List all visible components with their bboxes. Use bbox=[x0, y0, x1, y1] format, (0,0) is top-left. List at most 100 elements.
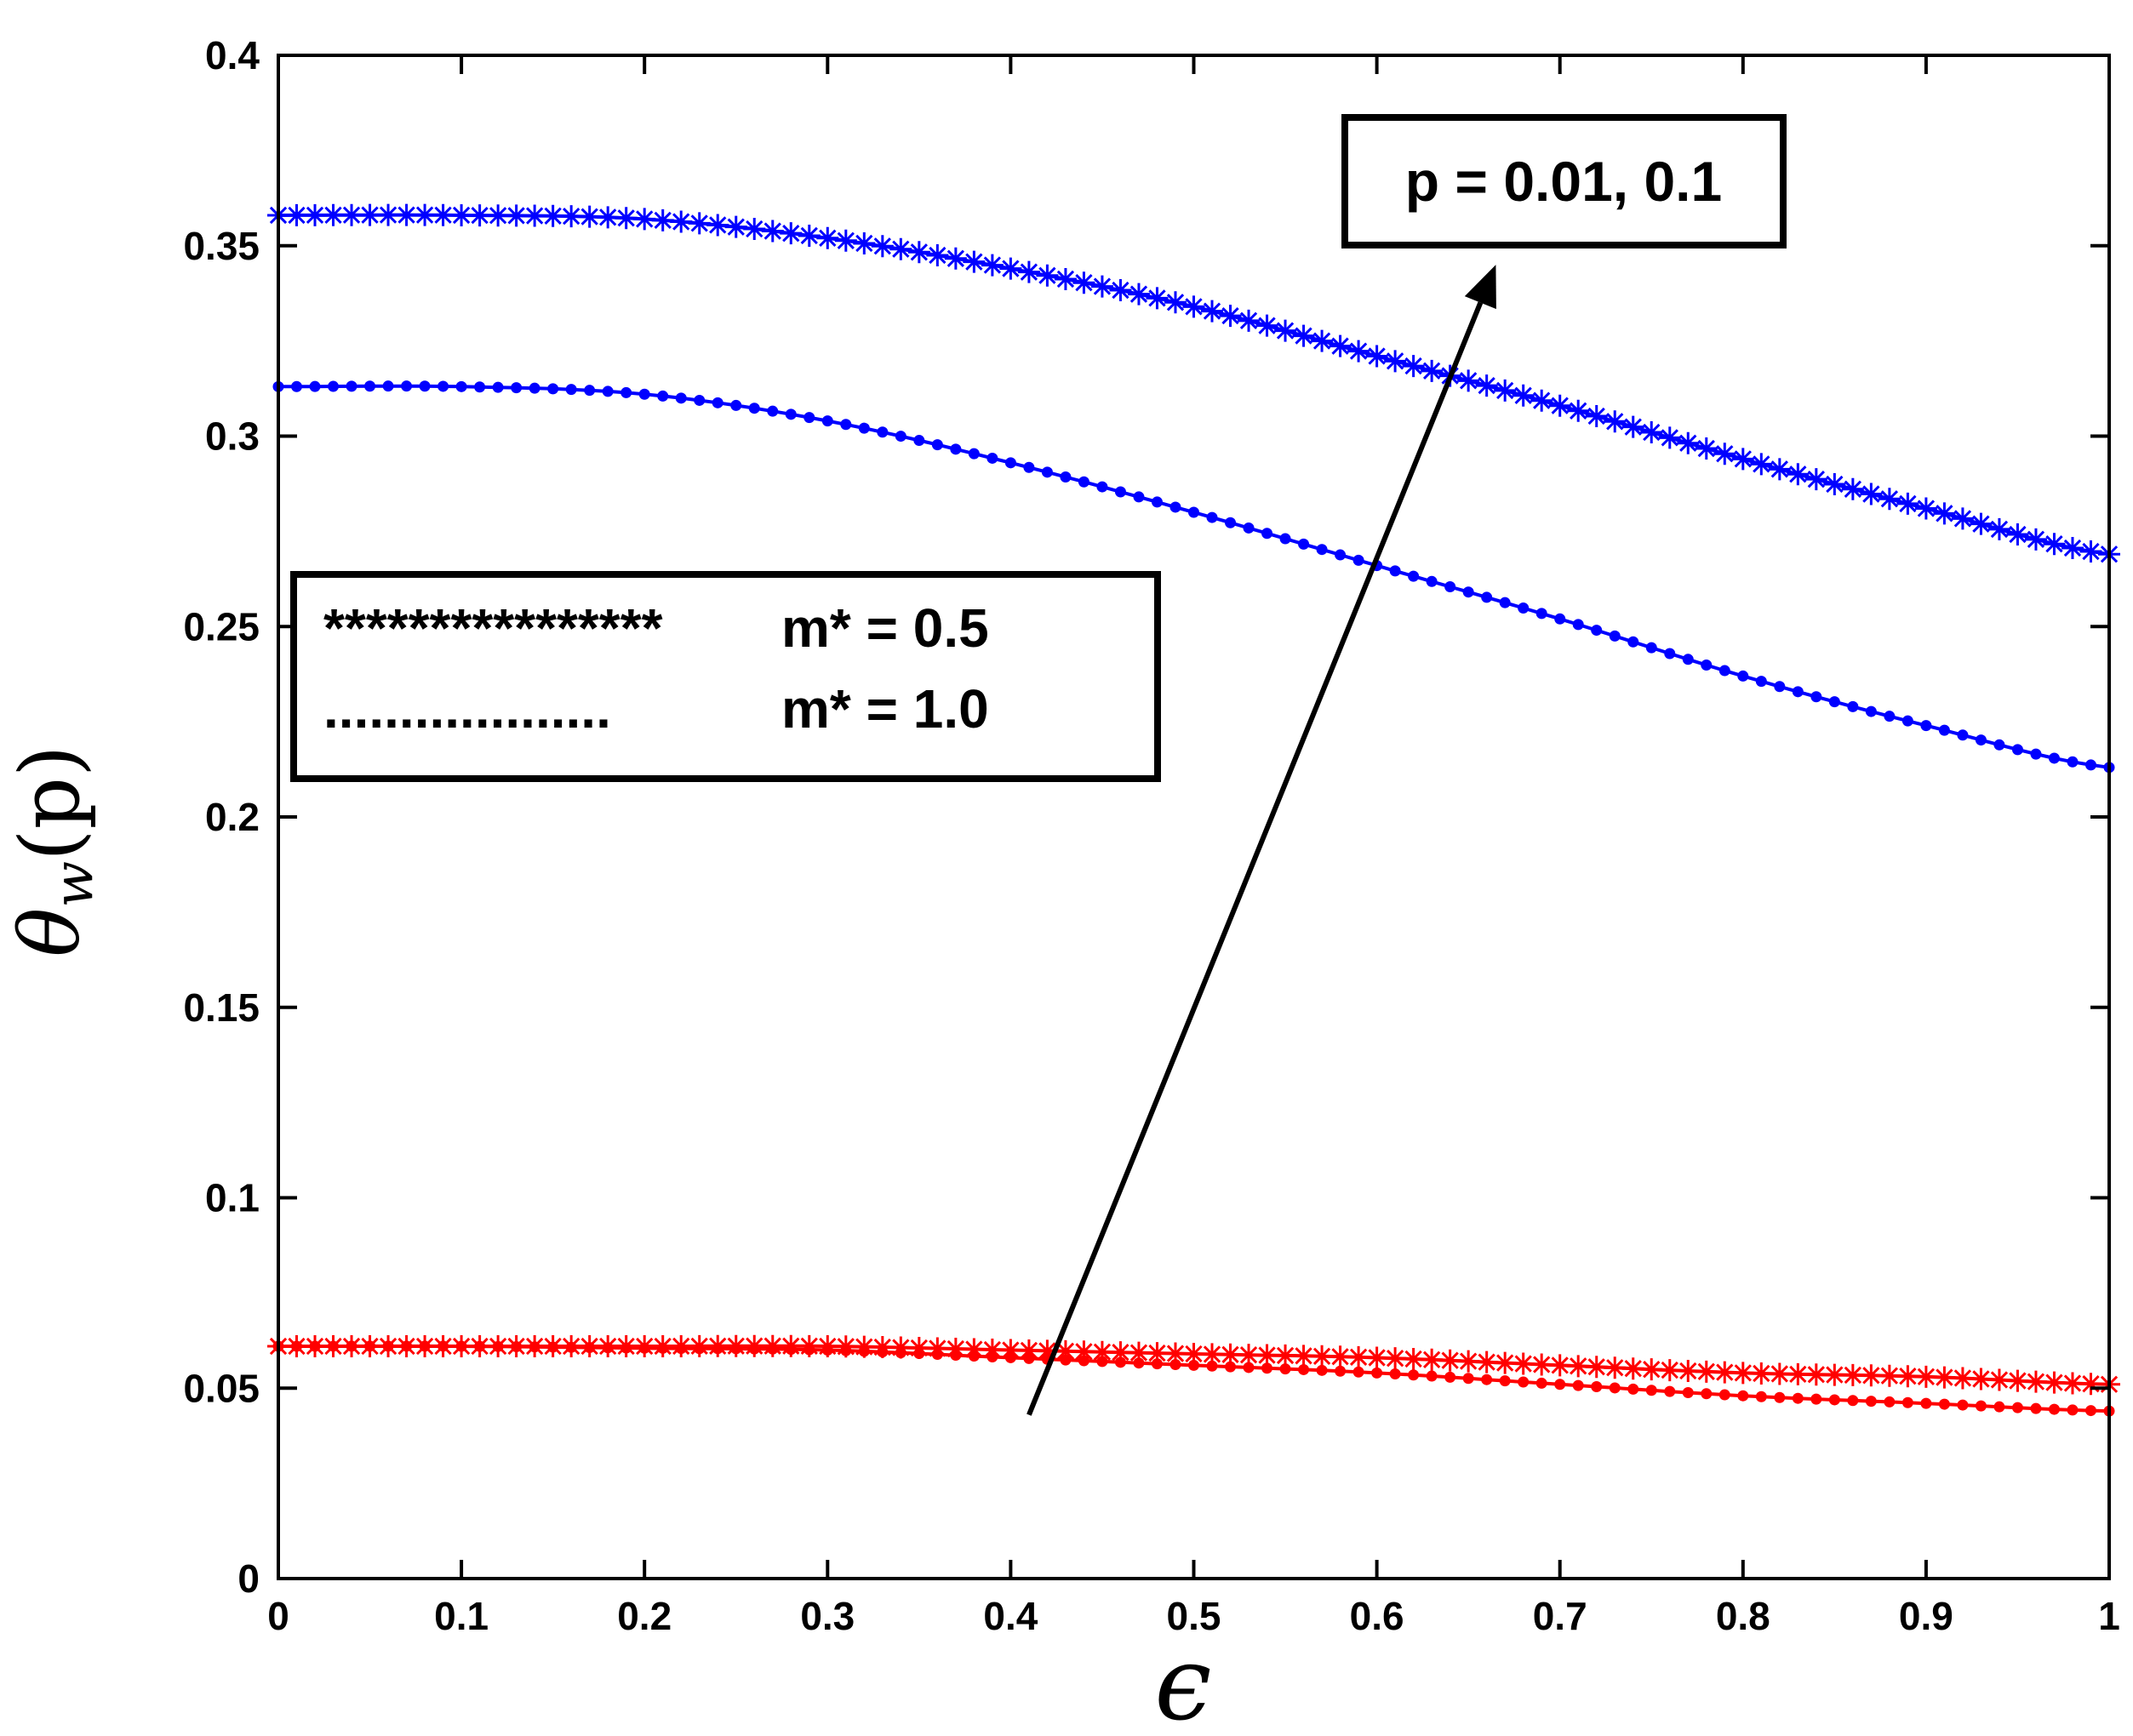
series-marker-star bbox=[340, 203, 363, 226]
series-marker-dot bbox=[1444, 580, 1456, 592]
y-axis-title-subscript: w bbox=[43, 861, 106, 908]
series-marker-dot bbox=[1901, 715, 1913, 727]
legend-box bbox=[290, 571, 1161, 782]
series-marker-dot bbox=[382, 380, 394, 392]
series-marker-dot bbox=[1279, 1363, 1291, 1375]
annotation-arrow-head bbox=[1464, 265, 1496, 310]
series-marker-dot bbox=[401, 380, 413, 392]
series-marker-star bbox=[981, 254, 1004, 277]
series-marker-star bbox=[1823, 1363, 1846, 1386]
series-marker-dot bbox=[2030, 748, 2042, 760]
series-marker-star bbox=[450, 203, 473, 226]
series-marker-dot bbox=[1664, 648, 1676, 660]
series-marker-star bbox=[1548, 1354, 1571, 1377]
series-marker-dot bbox=[1188, 1359, 1199, 1371]
series-marker-dot bbox=[1316, 1364, 1328, 1376]
series-marker-dot bbox=[328, 1340, 340, 1352]
series-marker-star bbox=[1713, 1361, 1736, 1384]
series-marker-dot bbox=[1572, 619, 1584, 631]
y-tick-label: 0.3 bbox=[205, 414, 260, 459]
series-marker-star bbox=[1841, 477, 1864, 500]
series-marker-dot bbox=[291, 1340, 303, 1352]
series-marker-dot bbox=[657, 1342, 669, 1354]
annotation-arrow-line bbox=[1026, 301, 1484, 1416]
series-marker-star bbox=[1896, 1365, 1919, 1388]
series-marker-dot bbox=[821, 1345, 833, 1356]
series-marker-star bbox=[1530, 1353, 1553, 1376]
series-marker-star bbox=[1970, 512, 1993, 535]
series-marker-dot bbox=[1920, 720, 1932, 732]
series-marker-star bbox=[1127, 283, 1150, 306]
series-marker-dot bbox=[1920, 1397, 1932, 1409]
x-tick-label: 0.3 bbox=[800, 1594, 855, 1638]
series-marker-dot bbox=[840, 1345, 852, 1356]
series-marker-star bbox=[1421, 359, 1444, 382]
legend-label-m05: m* = 0.5 bbox=[781, 597, 989, 659]
series-marker-star bbox=[1823, 472, 1846, 495]
series-marker-dot bbox=[328, 380, 340, 392]
series-marker-star bbox=[1860, 1364, 1883, 1387]
series-marker-dot bbox=[730, 399, 742, 411]
series-marker-dot bbox=[1426, 1370, 1438, 1382]
series-marker-star bbox=[1914, 497, 1937, 520]
series-marker-dot bbox=[419, 380, 431, 392]
y-tick-label: 0.35 bbox=[183, 224, 260, 268]
series-marker-star bbox=[1182, 1342, 1205, 1365]
series-marker-star bbox=[1567, 1355, 1590, 1378]
series-marker-star bbox=[1164, 291, 1187, 314]
series-1 bbox=[272, 380, 2115, 774]
series-marker-star bbox=[1475, 1351, 1498, 1373]
series-marker-dot bbox=[1572, 1379, 1584, 1391]
series-marker-star bbox=[1311, 1345, 1334, 1368]
series-marker-dot bbox=[364, 1340, 376, 1352]
series-marker-star bbox=[1951, 1367, 1974, 1390]
series-marker-dot bbox=[1847, 700, 1859, 712]
series-marker-dot bbox=[1352, 1366, 1364, 1378]
series-marker-dot bbox=[474, 381, 486, 393]
series-marker-star bbox=[358, 203, 381, 226]
series-marker-star bbox=[1731, 1362, 1754, 1385]
series-marker-dot bbox=[1188, 506, 1199, 518]
legend-marker-stars: **************** bbox=[323, 597, 663, 659]
series-marker-star bbox=[1274, 319, 1297, 342]
series-marker-dot bbox=[1096, 1356, 1108, 1368]
series-marker-dot bbox=[419, 1340, 431, 1352]
series-marker-dot bbox=[1591, 1381, 1603, 1393]
series-marker-star bbox=[1201, 1343, 1224, 1366]
series-marker-dot bbox=[1462, 586, 1474, 598]
series-marker-star bbox=[1292, 1345, 1315, 1368]
series-marker-dot bbox=[1828, 696, 1840, 708]
series-marker-dot bbox=[895, 431, 906, 443]
series-marker-star bbox=[1713, 443, 1736, 465]
series-marker-star bbox=[724, 215, 747, 238]
series-marker-star bbox=[541, 204, 564, 227]
series-marker-star bbox=[1219, 305, 1242, 328]
series-marker-dot bbox=[291, 380, 303, 392]
series-marker-star bbox=[1658, 426, 1681, 449]
series-marker-star bbox=[2024, 1370, 2047, 1393]
series-marker-dot bbox=[1664, 1385, 1676, 1397]
series-marker-dot bbox=[620, 386, 632, 398]
series-marker-star bbox=[1090, 1340, 1113, 1363]
series-marker-dot bbox=[1518, 602, 1530, 614]
series-marker-star bbox=[1146, 1342, 1169, 1365]
series-marker-star bbox=[1255, 314, 1278, 337]
series-marker-star bbox=[1750, 1362, 1773, 1385]
x-tick-label: 0.6 bbox=[1350, 1594, 1404, 1638]
series-marker-star bbox=[615, 207, 638, 230]
series-marker-star bbox=[2006, 1369, 2029, 1392]
series-marker-dot bbox=[1096, 481, 1108, 493]
y-tick-label: 0.2 bbox=[205, 795, 260, 839]
series-marker-star bbox=[944, 247, 967, 270]
series-marker-dot bbox=[1609, 1382, 1621, 1394]
series-marker-dot bbox=[1774, 681, 1786, 693]
series-marker-dot bbox=[1169, 501, 1181, 513]
series-marker-dot bbox=[1408, 1369, 1420, 1381]
series-marker-star bbox=[432, 203, 455, 226]
series-marker-dot bbox=[1444, 1371, 1456, 1383]
series-marker-star bbox=[1347, 340, 1370, 363]
x-tick-label: 0.1 bbox=[434, 1594, 489, 1638]
series-marker-dot bbox=[1462, 1373, 1474, 1385]
series-marker-dot bbox=[1499, 1375, 1511, 1387]
series-marker-dot bbox=[1828, 1394, 1840, 1406]
